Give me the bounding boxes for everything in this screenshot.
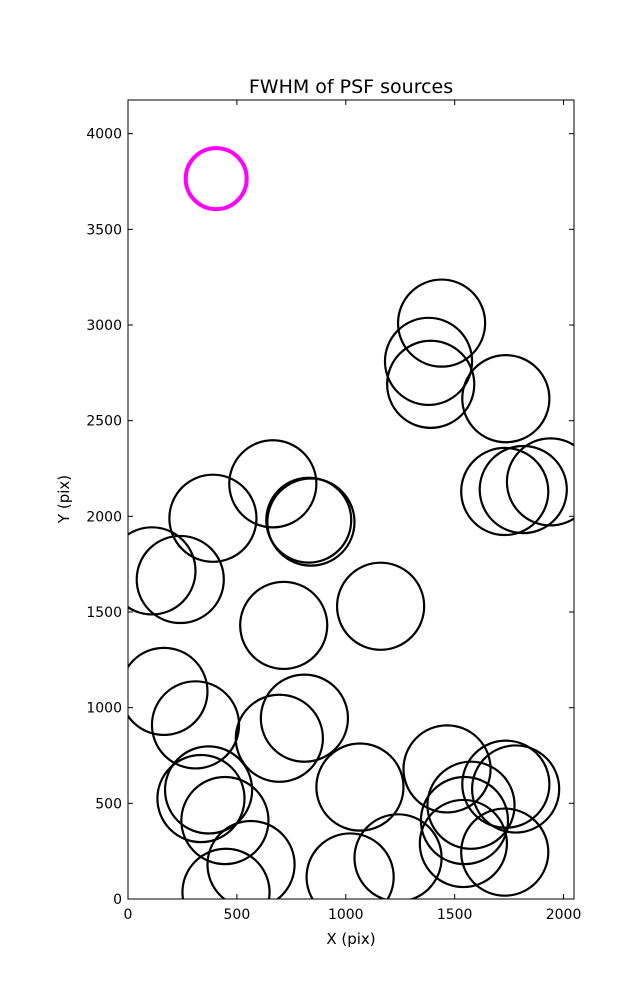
psf-source-circle-18 — [259, 673, 350, 763]
psf-source-circle-14 — [335, 561, 426, 651]
y-tick-label: 3500 — [86, 222, 122, 238]
psf-source-circle-19 — [234, 693, 325, 783]
x-tick-label: 1000 — [328, 907, 364, 923]
plot-frame — [127, 99, 575, 900]
psf-source-circle-7 — [505, 437, 574, 527]
psf-source-circle-32 — [206, 819, 296, 899]
psf-source-circle-1 — [396, 278, 487, 368]
psf-source-circle-24 — [163, 745, 254, 835]
psf-source-circle-17 — [150, 680, 241, 770]
psf-source-circle-16 — [128, 646, 209, 737]
x-tick-label: 0 — [124, 907, 133, 923]
psf-source-circle-31 — [353, 813, 443, 899]
psf-source-circle-3 — [386, 339, 476, 429]
psf-source-circle-29 — [418, 798, 509, 889]
psf-source-circle-26 — [426, 760, 516, 850]
y-tick-label: 3000 — [86, 318, 122, 334]
y-tick-label: 2000 — [86, 509, 122, 525]
y-tick-label: 0 — [113, 892, 122, 908]
psf-source-circle-34 — [181, 847, 271, 899]
psf-source-circle-20 — [402, 724, 492, 814]
x-tick-label: 1500 — [437, 907, 473, 923]
psf-source-circle-27 — [180, 775, 270, 866]
x-tick-label: 500 — [224, 907, 251, 923]
y-tick-label: 500 — [95, 796, 122, 812]
psf-source-circle-2 — [383, 316, 474, 407]
y-tick-label: 1500 — [86, 605, 122, 621]
psf-source-circle-8 — [228, 439, 318, 529]
psf-source-circle-30 — [460, 807, 550, 897]
psf-source-circle-13 — [135, 534, 225, 625]
reference-circle — [183, 146, 249, 212]
psf-source-circle-33 — [305, 832, 395, 899]
chart-title: FWHM of PSF sources — [249, 76, 453, 98]
x-tick-label: 2000 — [546, 907, 582, 923]
psf-source-circle-21 — [461, 739, 551, 829]
y-tick-label: 1000 — [86, 701, 122, 717]
axis-ticks: 0 500 1000 1500 2000 0 500 1000 1500 2000 2500 3000… — [86, 100, 581, 923]
y-tick-label: 4000 — [86, 127, 122, 143]
psf-source-circle-9 — [168, 473, 258, 563]
psf-source-circle-6 — [478, 444, 568, 535]
psf-source-circle-5 — [460, 446, 550, 537]
psf-source-circle-15 — [239, 580, 329, 671]
psf-source-circle-25 — [156, 753, 246, 844]
data-marks — [128, 146, 574, 899]
psf-source-circle-4 — [461, 354, 551, 444]
psf-source-circle-22 — [470, 744, 561, 834]
psf-source-circle-12 — [128, 526, 197, 616]
y-axis-label: Y (pix) — [55, 475, 73, 524]
x-axis-label: X (pix) — [326, 930, 375, 948]
y-tick-label: 2500 — [86, 414, 122, 430]
psf-source-circle-11 — [265, 476, 353, 564]
psf-source-circle-23 — [315, 742, 405, 832]
